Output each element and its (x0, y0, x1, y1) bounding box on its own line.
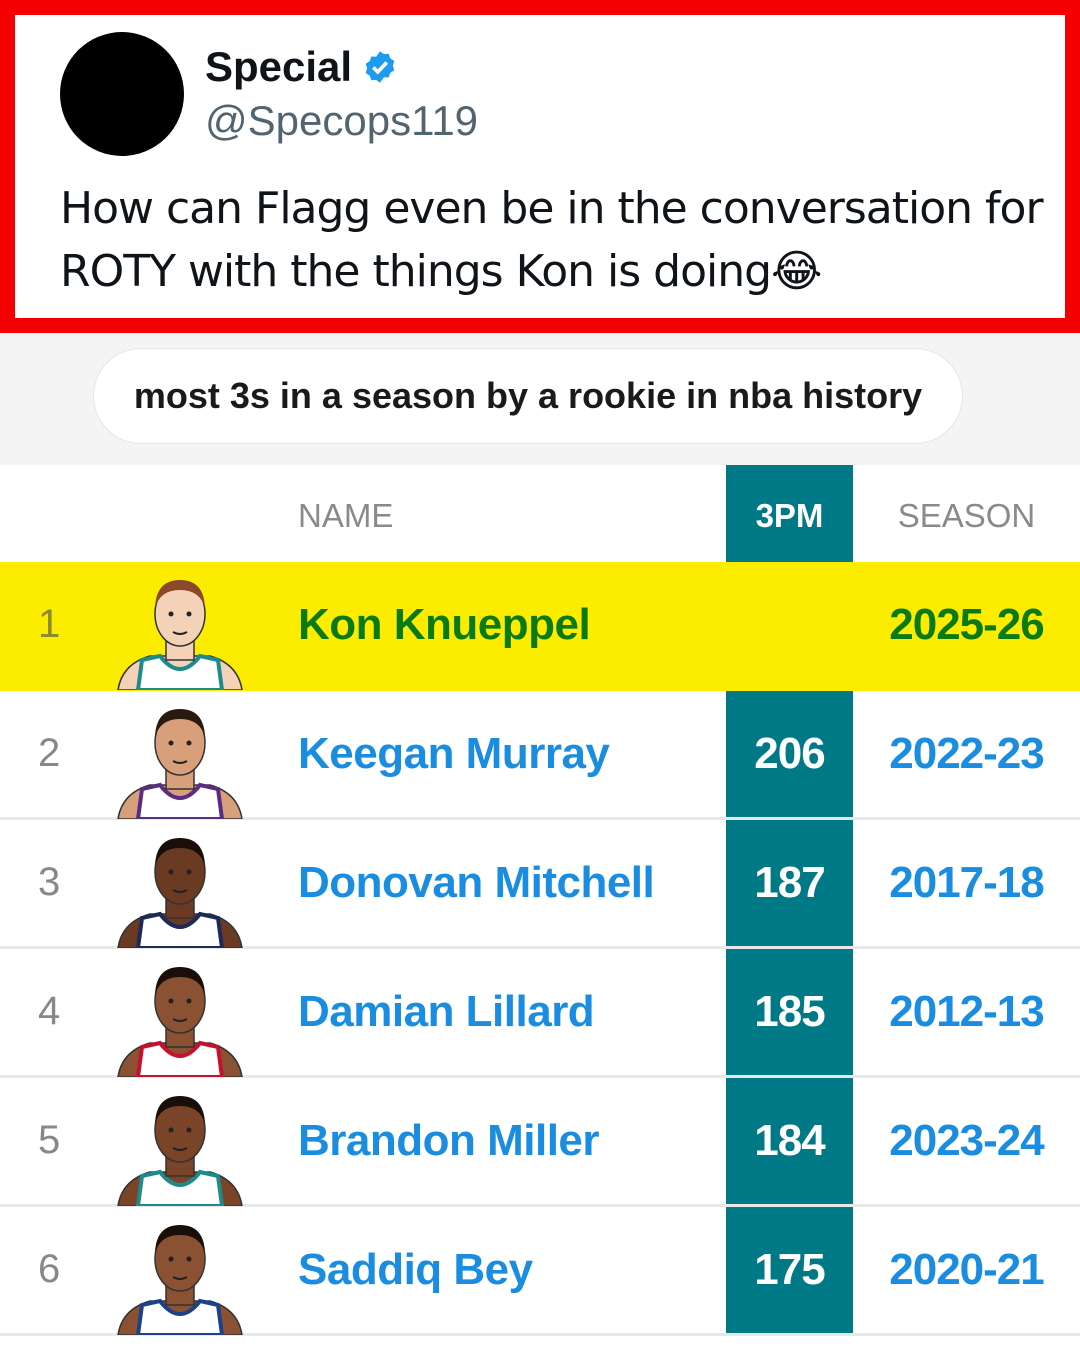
player-name-link[interactable]: Donovan Mitchell (298, 858, 655, 907)
table-row[interactable]: 1 Kon Knueppel 209 2025-26 (0, 562, 1080, 691)
rank: 4 (38, 989, 61, 1033)
player-name-link[interactable]: Brandon Miller (298, 1116, 600, 1165)
player-name-link[interactable]: Keegan Murray (298, 729, 610, 778)
player-headshot-icon (117, 838, 243, 948)
player-headshot-icon (117, 580, 243, 690)
season-link[interactable]: 2020-21 (889, 1245, 1044, 1294)
player-name-link[interactable]: Saddiq Bey (298, 1245, 533, 1294)
search-area: most 3s in a season by a rookie in nba h… (0, 333, 1080, 465)
avatar[interactable] (60, 32, 184, 156)
season-link[interactable]: 2025-26 (889, 600, 1044, 649)
season-link[interactable]: 2012-13 (889, 987, 1044, 1036)
rank: 5 (38, 1118, 61, 1162)
table-row[interactable]: 4 Damian Lillard 185 2012-13 (0, 949, 1080, 1078)
tweet-text: How can Flagg even be in the conversatio… (60, 183, 1044, 297)
search-query-pill[interactable]: most 3s in a season by a rookie in nba h… (93, 348, 963, 444)
player-headshot-icon (117, 1096, 243, 1206)
season-link[interactable]: 2017-18 (889, 858, 1044, 907)
3pm-value: 184 (754, 1116, 825, 1165)
rank: 3 (38, 860, 61, 904)
player-headshot-icon (117, 709, 243, 819)
3pm-value: 187 (754, 858, 825, 907)
stats-table: NAME 3PM SEASON 1 Kon Knueppel 209 2025-… (0, 465, 1080, 1336)
verified-badge-icon (365, 51, 395, 83)
3pm-value: 206 (754, 729, 825, 778)
rank: 6 (38, 1247, 61, 1291)
rank: 1 (38, 602, 61, 646)
header-3pm[interactable]: 3PM (755, 497, 824, 534)
table-row[interactable]: 6 Saddiq Bey 175 2020-21 (0, 1207, 1080, 1336)
player-name-link[interactable]: Kon Knueppel (298, 600, 591, 649)
header-season[interactable]: SEASON (897, 497, 1036, 534)
player-headshot-icon (117, 967, 243, 1077)
tweet-card: Special @Specops119 How can Flagg even b… (0, 0, 1080, 333)
table-row[interactable]: 3 Donovan Mitchell 187 2017-18 (0, 820, 1080, 949)
table-row[interactable]: 2 Keegan Murray 206 2022-23 (0, 691, 1080, 820)
rank: 2 (38, 731, 61, 775)
3pm-value: 209 (754, 600, 825, 649)
3pm-value: 185 (754, 987, 825, 1036)
player-headshot-icon (117, 1225, 243, 1335)
3pm-value: 175 (754, 1245, 825, 1294)
table-header: NAME 3PM SEASON (0, 465, 1080, 562)
table-row[interactable]: 5 Brandon Miller 184 2023-24 (0, 1078, 1080, 1207)
user-handle[interactable]: @Specops119 (205, 97, 479, 144)
player-name-link[interactable]: Damian Lillard (298, 987, 595, 1036)
season-link[interactable]: 2022-23 (889, 729, 1044, 778)
header-name[interactable]: NAME (298, 497, 394, 534)
display-name[interactable]: Special (205, 43, 398, 91)
season-link[interactable]: 2023-24 (889, 1116, 1044, 1165)
